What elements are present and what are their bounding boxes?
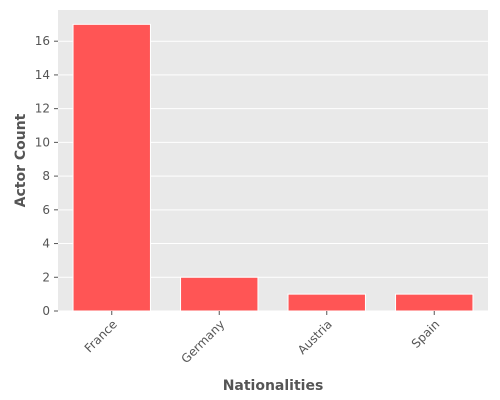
- bar-spain: [395, 293, 474, 312]
- y-tick-label: 12: [35, 102, 50, 116]
- y-tick-label: 16: [35, 34, 50, 48]
- y-tick-label: 4: [42, 237, 50, 251]
- bar-france: [72, 23, 151, 312]
- y-axis-ticks: 0 2 4 6 8 10 12 14 16: [35, 34, 58, 318]
- x-tick-label: Spain: [409, 317, 443, 351]
- bar-austria: [287, 293, 366, 312]
- y-tick-label: 2: [42, 270, 50, 284]
- x-axis-ticks: France Germany Austria Spain: [82, 311, 443, 366]
- x-tick-label: France: [82, 317, 120, 355]
- y-axis-title: Actor Count: [13, 113, 29, 207]
- y-tick-label: 10: [35, 135, 50, 149]
- y-tick-label: 8: [42, 169, 50, 183]
- bar-germany: [180, 276, 259, 312]
- y-tick-label: 6: [42, 203, 50, 217]
- y-tick-label: 0: [42, 304, 50, 318]
- x-tick-label: Germany: [178, 317, 227, 366]
- x-tick-label: Austria: [295, 317, 335, 357]
- bars: [72, 23, 474, 312]
- x-axis-title: Nationalities: [223, 378, 324, 394]
- y-tick-label: 14: [35, 68, 50, 82]
